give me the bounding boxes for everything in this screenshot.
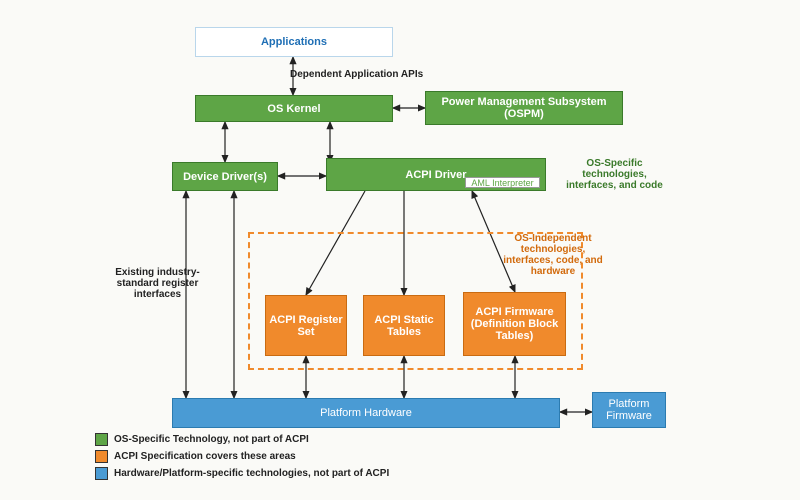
legend-text: ACPI Specification covers these areas xyxy=(114,451,296,462)
label-os_indep: OS-Independent technologies, interfaces,… xyxy=(503,233,603,277)
legend-swatch xyxy=(95,433,108,446)
node-static_tbl: ACPI Static Tables xyxy=(363,295,445,356)
node-plat_hw: Platform Hardware xyxy=(172,398,560,428)
legend: OS-Specific Technology, not part of ACPI… xyxy=(95,433,389,484)
legend-text: OS-Specific Technology, not part of ACPI xyxy=(114,434,309,445)
label-existing: Existing industry-standard register inte… xyxy=(110,267,205,300)
node-device_drv: Device Driver(s) xyxy=(172,162,278,191)
legend-row-2: Hardware/Platform-specific technologies,… xyxy=(95,467,389,480)
label-os_spec: OS-Specific technologies, interfaces, an… xyxy=(557,158,672,191)
legend-swatch xyxy=(95,467,108,480)
node-plat_fw: Platform Firmware xyxy=(592,392,666,428)
node-applications: Applications xyxy=(195,27,393,57)
legend-swatch xyxy=(95,450,108,463)
label-dep_api: Dependent Application APIs xyxy=(290,69,423,80)
legend-text: Hardware/Platform-specific technologies,… xyxy=(114,468,389,479)
legend-row-1: ACPI Specification covers these areas xyxy=(95,450,389,463)
legend-row-0: OS-Specific Technology, not part of ACPI xyxy=(95,433,389,446)
node-reg_set: ACPI Register Set xyxy=(265,295,347,356)
node-os_kernel: OS Kernel xyxy=(195,95,393,122)
node-ospm: Power Management Subsystem (OSPM) xyxy=(425,91,623,125)
node-aml: AML Interpreter xyxy=(465,177,540,188)
node-fw_tbl: ACPI Firmware (Definition Block Tables) xyxy=(463,292,566,356)
